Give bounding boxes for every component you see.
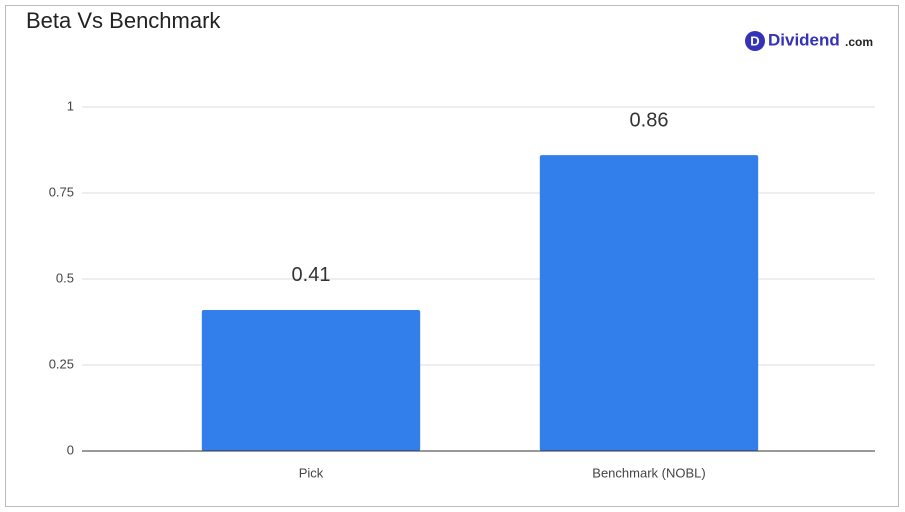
bar bbox=[539, 155, 759, 451]
frame bbox=[5, 5, 899, 507]
y-tick-label: 0.75 bbox=[49, 184, 74, 199]
logo-mark: D bbox=[750, 33, 759, 48]
logo: D Dividend .com bbox=[745, 30, 873, 51]
logo-circle bbox=[745, 31, 765, 51]
x-tick-label: Pick bbox=[299, 465, 324, 480]
y-tick-label: 1 bbox=[67, 98, 74, 113]
data-label: 0.86 bbox=[630, 109, 669, 131]
data-label: 0.41 bbox=[292, 264, 331, 286]
y-tick-label: 0.25 bbox=[49, 356, 74, 371]
x-tick-label: Benchmark (NOBL) bbox=[592, 465, 705, 480]
chart-title: Beta Vs Benchmark bbox=[26, 8, 221, 33]
y-tick-label: 0 bbox=[67, 442, 74, 457]
y-tick-label: 0.5 bbox=[56, 270, 74, 285]
bar bbox=[201, 309, 421, 451]
logo-domain: .com bbox=[845, 35, 873, 49]
logo-name: Dividend bbox=[768, 30, 840, 49]
